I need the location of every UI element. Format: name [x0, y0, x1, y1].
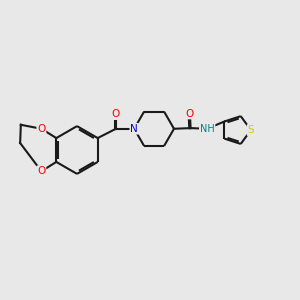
Text: NH: NH [200, 124, 214, 134]
Text: O: O [186, 109, 194, 118]
Text: O: O [37, 166, 46, 176]
Text: S: S [248, 125, 254, 135]
Text: O: O [112, 109, 120, 119]
Text: N: N [130, 124, 138, 134]
Text: O: O [37, 124, 46, 134]
